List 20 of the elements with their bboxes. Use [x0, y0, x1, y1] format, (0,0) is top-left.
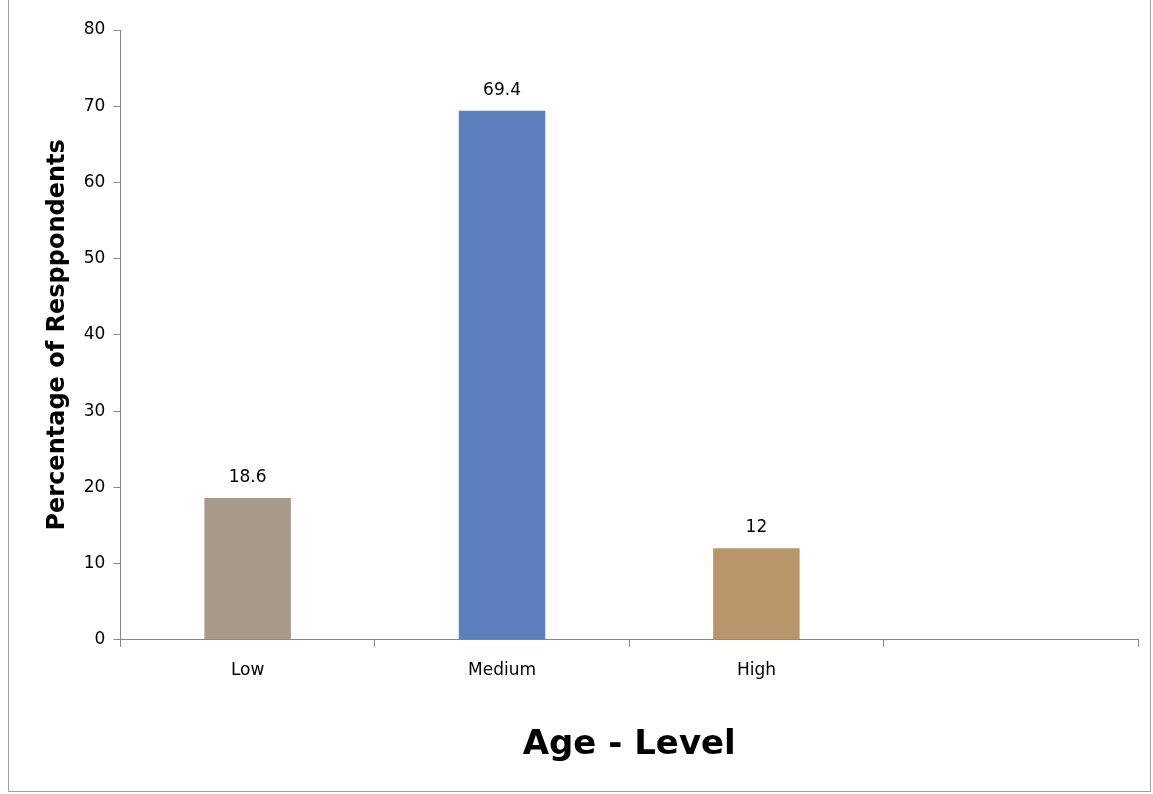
x-tick-label: Medium — [468, 659, 537, 680]
data-label: 18.6 — [228, 465, 267, 486]
y-tick-label: 20 — [83, 475, 106, 496]
x-tick-label: Low — [230, 659, 265, 680]
y-tick-label: 80 — [83, 18, 106, 39]
bar — [713, 548, 800, 640]
y-tick-label: 70 — [83, 94, 106, 115]
y-tick-label: 60 — [83, 170, 106, 191]
y-tick-label: 30 — [83, 399, 106, 420]
bar — [204, 498, 291, 640]
y-axis-title: Percentage of Resppondents — [41, 139, 70, 531]
y-tick-label: 10 — [83, 552, 106, 572]
data-label: 12 — [745, 516, 768, 537]
y-tick-label: 50 — [83, 247, 106, 268]
bar — [458, 110, 546, 640]
x-tick-label: High — [736, 659, 776, 680]
x-axis-title: Age - Level — [522, 722, 736, 763]
y-tick-label: 40 — [83, 323, 106, 344]
y-tick-label: 0 — [94, 628, 106, 649]
data-label: 69.4 — [483, 78, 521, 99]
